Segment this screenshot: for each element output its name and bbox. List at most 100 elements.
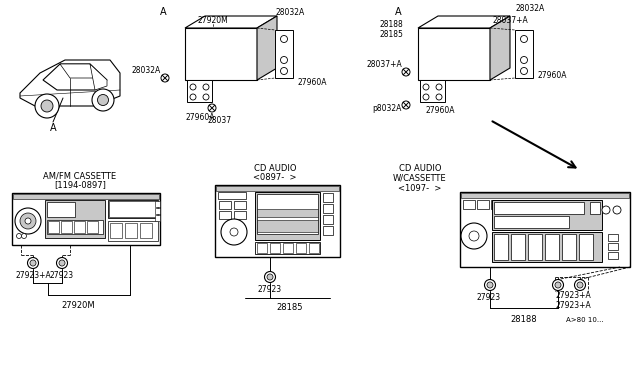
Bar — [47, 202, 75, 217]
Bar — [155, 208, 160, 214]
Circle shape — [552, 279, 563, 291]
Circle shape — [30, 260, 36, 266]
Bar — [461, 193, 629, 198]
Text: 27923: 27923 — [477, 292, 501, 301]
Circle shape — [161, 74, 169, 82]
Circle shape — [190, 94, 196, 100]
Circle shape — [436, 94, 442, 100]
Circle shape — [230, 228, 238, 236]
Circle shape — [602, 206, 610, 214]
Circle shape — [203, 84, 209, 90]
Text: 27960A: 27960A — [538, 71, 568, 80]
Bar — [275, 30, 293, 78]
Text: 27960A: 27960A — [185, 112, 215, 122]
Bar — [45, 200, 105, 238]
Bar — [257, 209, 318, 217]
Circle shape — [208, 104, 216, 112]
Circle shape — [97, 94, 109, 106]
Bar — [234, 201, 246, 209]
Circle shape — [17, 234, 22, 238]
Text: 27920M: 27920M — [198, 16, 228, 25]
Circle shape — [436, 84, 442, 90]
Text: 27923: 27923 — [258, 285, 282, 294]
Bar — [255, 192, 320, 240]
Text: 28188: 28188 — [511, 315, 538, 324]
Text: A: A — [395, 7, 401, 17]
Text: <1097-  >: <1097- > — [398, 183, 442, 192]
Text: 27923+A: 27923+A — [555, 301, 591, 310]
Circle shape — [280, 35, 287, 42]
Circle shape — [15, 208, 41, 234]
Bar — [323, 193, 333, 202]
Circle shape — [221, 219, 247, 245]
Circle shape — [487, 282, 493, 288]
Text: A: A — [160, 7, 166, 17]
Bar — [460, 192, 630, 267]
Text: 28037: 28037 — [208, 115, 232, 125]
Bar — [48, 221, 59, 233]
Bar — [283, 243, 293, 253]
Bar — [155, 215, 160, 221]
Bar — [12, 193, 160, 245]
Bar — [215, 185, 340, 257]
Text: 28185: 28185 — [380, 29, 404, 38]
Bar — [219, 201, 231, 209]
Text: 27923: 27923 — [50, 270, 74, 279]
Text: 28037+A: 28037+A — [492, 16, 528, 25]
Bar — [257, 194, 318, 234]
Circle shape — [520, 57, 527, 64]
Text: p8032A: p8032A — [372, 103, 402, 112]
Circle shape — [555, 282, 561, 288]
Bar — [155, 201, 160, 207]
Text: 28185: 28185 — [276, 304, 303, 312]
Bar — [608, 243, 618, 250]
Circle shape — [577, 282, 583, 288]
Bar — [420, 80, 445, 102]
Bar — [87, 221, 98, 233]
Text: AM/FM CASSETTE: AM/FM CASSETTE — [44, 171, 116, 180]
Bar — [255, 242, 320, 254]
Text: CD AUDIO: CD AUDIO — [399, 164, 441, 173]
Polygon shape — [418, 16, 510, 28]
Text: 27923+A: 27923+A — [555, 291, 591, 299]
Bar — [494, 202, 584, 214]
Bar — [579, 234, 593, 260]
Polygon shape — [418, 28, 490, 80]
Bar — [13, 194, 159, 199]
Bar — [608, 234, 618, 241]
Bar — [108, 221, 158, 241]
Text: W/CASSETTE: W/CASSETTE — [393, 173, 447, 183]
Circle shape — [402, 101, 410, 109]
Bar — [47, 220, 103, 234]
Text: 27960A: 27960A — [425, 106, 455, 115]
Circle shape — [267, 274, 273, 280]
Polygon shape — [43, 64, 107, 90]
Bar — [234, 211, 246, 219]
Bar — [61, 221, 72, 233]
Polygon shape — [185, 28, 257, 80]
Circle shape — [469, 231, 479, 241]
Bar — [257, 243, 267, 253]
Bar — [590, 202, 600, 214]
Text: [1194-0897]: [1194-0897] — [54, 180, 106, 189]
Circle shape — [28, 257, 38, 269]
Circle shape — [35, 94, 59, 118]
Polygon shape — [60, 64, 95, 78]
Text: 28032A: 28032A — [275, 7, 305, 16]
Bar — [140, 223, 152, 238]
Bar — [323, 226, 333, 235]
Bar — [109, 201, 157, 217]
Circle shape — [613, 206, 621, 214]
Bar — [323, 215, 333, 224]
Bar — [511, 234, 525, 260]
Bar — [270, 243, 280, 253]
Polygon shape — [257, 16, 277, 80]
Bar — [608, 252, 618, 259]
Bar — [216, 186, 339, 191]
Circle shape — [423, 84, 429, 90]
Bar — [515, 30, 533, 78]
Bar — [110, 223, 122, 238]
Bar — [505, 200, 517, 209]
Circle shape — [203, 94, 209, 100]
Circle shape — [22, 234, 26, 238]
